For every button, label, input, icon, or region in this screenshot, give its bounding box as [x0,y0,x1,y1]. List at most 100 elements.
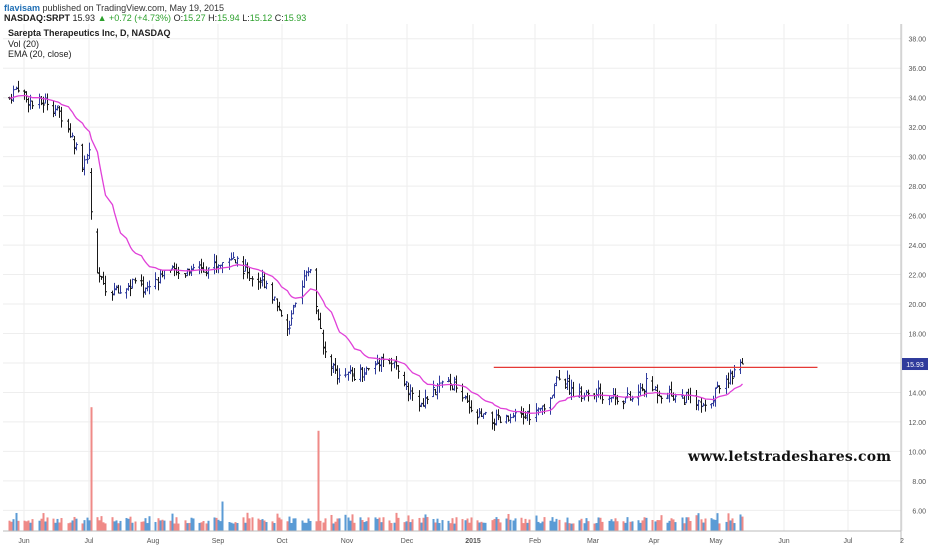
volume-bar [426,517,429,531]
volume-bar [629,521,632,531]
volume-bar [388,520,391,531]
volume-bar [718,523,721,531]
x-tick-label: Sep [212,538,225,545]
volume-bar [142,521,145,531]
volume-bar [731,518,734,531]
volume-bar [710,518,713,531]
close-label: C: [274,13,284,23]
volume-bar [395,512,398,531]
volume-bar [524,518,527,531]
volume-bar [98,520,101,531]
chart-title[interactable]: Sarepta Therapeutics Inc, D, NASDAQ [8,28,171,38]
ema-legend[interactable]: EMA (20, close) [8,49,72,59]
volume-bar [186,523,189,531]
volume-bar [367,517,370,531]
volume-bar [242,517,245,531]
volume-bar [257,518,260,531]
volume-bar [25,521,28,531]
volume-bar [539,523,542,531]
volume-bar [424,514,427,531]
volume-bar [73,516,76,531]
volume-bar [307,518,310,531]
volume-bar [622,521,625,531]
volume-bar [716,513,719,531]
volume-bar [161,519,164,531]
change-value: +0.72 (+4.73%) [109,13,172,23]
volume-bar [461,519,464,531]
last-price-badge: 15.93 [902,358,928,371]
volume-bar [478,522,481,531]
volume-bar [102,522,105,531]
volume-bar [449,523,452,531]
volume-bar [658,520,661,531]
y-tick-label: 6.00 [912,508,926,515]
close-value: 15.93 [283,13,307,23]
volume-bar [593,523,596,531]
volume-bar [213,517,216,531]
volume-bar [244,522,247,531]
volume-bar [670,518,673,531]
volume-bar [119,520,122,531]
volume-bar [10,521,13,531]
volume-bar [654,521,657,531]
volume-bar [526,522,529,531]
volume-bar [205,523,208,531]
volume-bar [192,518,195,531]
volume-bar [88,520,91,531]
volume-bar [40,518,43,531]
volume-bar [643,517,646,531]
volume-bar [54,522,57,531]
volume-bar [674,522,677,531]
volume-bar [338,518,341,531]
volume-bar [365,521,368,531]
volume-bar [200,522,203,531]
volume-bar [315,521,318,531]
volume-bar [159,520,162,531]
x-tick-label: Jul [85,538,94,545]
x-tick-label: 2015 [465,538,481,545]
volume-bar [131,522,134,531]
last-price-badge-label: 15.93 [906,362,924,369]
volume-bar [564,522,567,531]
volume-bar [566,517,569,531]
volume-bar [100,516,103,531]
author-link[interactable]: flavisam [4,3,41,13]
volume-bars [8,407,744,531]
volume-bar [668,520,671,531]
x-tick-label: Dec [401,538,414,545]
high-value: 15.94 [217,13,240,23]
volume-bar [215,517,218,531]
volume-bar [447,520,450,531]
y-tick-label: 22.00 [908,273,926,280]
volume-bar [681,517,684,531]
volume-bar [177,523,180,531]
volume-bar [616,521,619,531]
volume-bar [144,518,147,531]
volume-bar [202,520,205,531]
volume-bar [305,522,308,531]
x-tick-label: Nov [341,538,354,545]
volume-bar [234,522,237,531]
last-price-badge-bg [902,358,928,371]
volume-bar [278,517,281,531]
symbol[interactable]: NASDAQ:SRPT [4,13,71,23]
volume-bar [595,523,598,531]
volume-bar [169,520,172,531]
x-tick-label: Oct [277,538,288,545]
volume-bar [612,521,615,531]
volume-bar [468,522,471,531]
volume-bar [697,513,700,531]
volume-bar [656,520,659,531]
volume-bar [230,522,233,531]
volume-bar [157,518,160,531]
volume-bar [382,517,385,531]
volume-legend[interactable]: Vol (20) [8,39,40,49]
volume-bar [418,517,421,531]
volume-bar [393,522,396,531]
volume-bar [303,522,306,531]
volume-bar [173,523,176,531]
publish-line: flavisam published on TradingView.com, M… [4,3,224,13]
volume-bar [451,518,454,531]
volume-bar [332,523,335,531]
